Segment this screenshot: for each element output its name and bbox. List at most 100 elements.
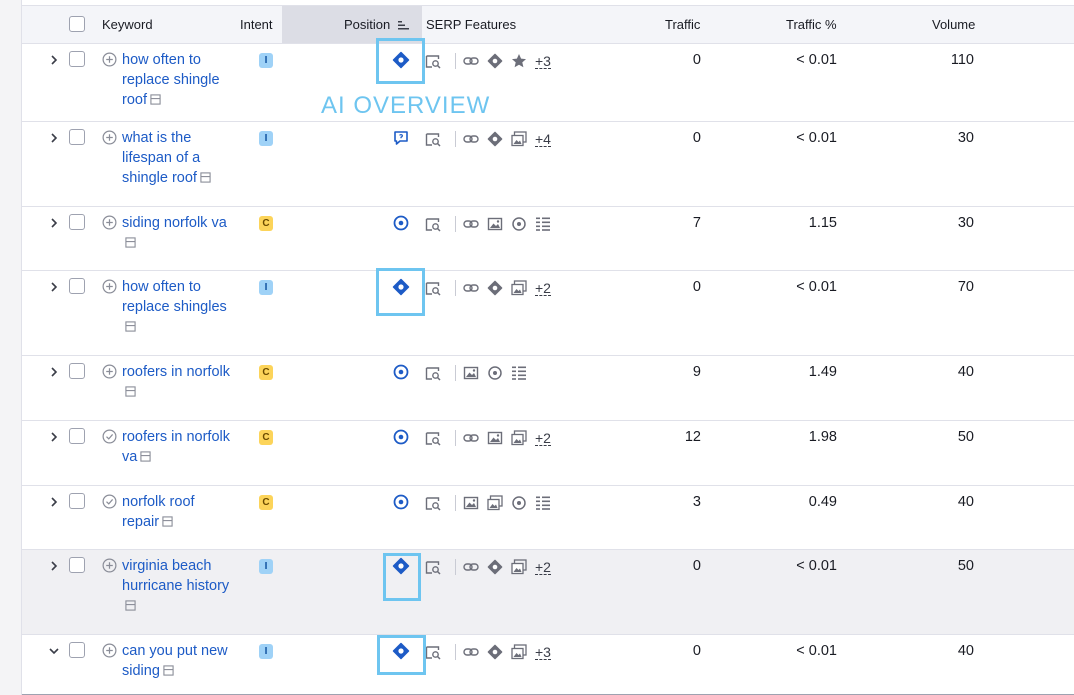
images-icon	[511, 280, 527, 296]
header-position[interactable]: Position	[344, 17, 409, 32]
more-features-link[interactable]: +2	[535, 558, 551, 575]
more-features-link[interactable]: +4	[535, 130, 551, 147]
added-check-icon[interactable]	[102, 494, 117, 509]
header-traffic[interactable]: Traffic	[665, 17, 701, 32]
chevron-right-icon	[48, 366, 60, 378]
header-volume[interactable]: Volume	[932, 17, 976, 32]
images-icon	[511, 559, 527, 575]
row-checkbox[interactable]	[69, 214, 85, 230]
serp-view-icon[interactable]	[425, 53, 441, 69]
intent-badge: C	[259, 365, 273, 380]
ai-overview-highlight-box	[383, 553, 421, 601]
more-features-link[interactable]: +2	[535, 279, 551, 296]
row-checkbox[interactable]	[69, 428, 85, 444]
add-to-list-icon[interactable]	[102, 52, 117, 67]
serp-snapshot-icon	[125, 600, 136, 611]
keyword-link[interactable]: how often to replace shingle roof	[122, 50, 234, 110]
keyword-link[interactable]: siding norfolk va	[122, 213, 234, 253]
table-row: how often to replace shingles I +2 0 < 0.01 7…	[22, 271, 1074, 356]
keyword-link[interactable]: virginia beach hurricane history	[122, 556, 234, 616]
list-icon	[535, 495, 551, 511]
add-to-list-icon[interactable]	[102, 130, 117, 145]
traffic-pct-value: 1.49	[808, 364, 837, 380]
table-row: roofers in norfolk C 9 1.49 40	[22, 356, 1074, 421]
volume-value: 30	[957, 215, 974, 231]
expand-row-toggle[interactable]	[48, 365, 60, 377]
chevron-right-icon	[48, 431, 60, 443]
expand-row-toggle[interactable]	[48, 131, 60, 143]
select-all-checkbox[interactable]	[69, 16, 85, 32]
row-checkbox[interactable]	[69, 557, 85, 573]
row-checkbox[interactable]	[69, 278, 85, 294]
intent-badge: I	[259, 53, 273, 68]
keyword-text: roofers in norfolk va	[122, 429, 230, 465]
images-icon	[511, 131, 527, 147]
serp-view-icon[interactable]	[425, 365, 441, 381]
local-pack-icon	[392, 428, 410, 446]
serp-view-icon[interactable]	[425, 495, 441, 511]
images-icon	[511, 430, 527, 446]
ai-overview-feature-icon	[487, 559, 503, 575]
serp-snapshot-icon	[162, 516, 173, 527]
added-check-icon[interactable]	[102, 429, 117, 444]
sitelinks-icon	[463, 430, 479, 446]
table-row: siding norfolk va C 7 1.15 30	[22, 207, 1074, 271]
traffic-pct-value: 1.15	[808, 215, 837, 231]
sort-descending-icon	[397, 21, 409, 30]
more-features-link[interactable]: +3	[535, 643, 551, 660]
row-checkbox[interactable]	[69, 129, 85, 145]
expand-row-toggle[interactable]	[48, 53, 60, 65]
volume-value: 50	[957, 558, 974, 574]
table-row: virginia beach hurricane history I +2 0 < 0.…	[22, 550, 1074, 635]
header-keyword[interactable]: Keyword	[102, 17, 153, 32]
expand-row-toggle[interactable]	[48, 430, 60, 442]
more-features-link[interactable]: +2	[535, 429, 551, 446]
divider	[455, 53, 456, 69]
ai-overview-feature-icon	[487, 53, 503, 69]
header-serp-features[interactable]: SERP Features	[426, 17, 517, 32]
serp-view-icon[interactable]	[425, 430, 441, 446]
serp-view-icon[interactable]	[425, 216, 441, 232]
keyword-link[interactable]: roofers in norfolk	[122, 362, 234, 402]
serp-view-icon[interactable]	[425, 644, 441, 660]
traffic-pct-value: 0.49	[808, 494, 837, 510]
header-traffic-pct[interactable]: Traffic %	[786, 17, 837, 32]
row-checkbox[interactable]	[69, 493, 85, 509]
row-checkbox[interactable]	[69, 363, 85, 379]
header-position-label: Position	[344, 17, 391, 32]
add-to-list-icon[interactable]	[102, 643, 117, 658]
serp-view-icon[interactable]	[425, 131, 441, 147]
add-to-list-icon[interactable]	[102, 558, 117, 573]
add-to-list-icon[interactable]	[102, 279, 117, 294]
image-pack-icon	[463, 365, 479, 381]
divider	[455, 216, 456, 232]
row-checkbox[interactable]	[69, 642, 85, 658]
more-features-link[interactable]: +3	[535, 52, 551, 69]
keyword-link[interactable]: norfolk roof repair	[122, 492, 234, 532]
serp-view-icon[interactable]	[425, 280, 441, 296]
expand-row-toggle[interactable]	[48, 280, 60, 292]
image-pack-icon	[487, 216, 503, 232]
keyword-link[interactable]: what is the lifespan of a shingle roof	[122, 128, 234, 188]
intent-badge: C	[259, 495, 273, 510]
images-icon	[487, 495, 503, 511]
sitelinks-icon	[463, 131, 479, 147]
divider	[455, 365, 456, 381]
intent-badge: I	[259, 131, 273, 146]
keyword-link[interactable]: roofers in norfolk va	[122, 427, 234, 467]
chevron-right-icon	[48, 281, 60, 293]
featured-snippet-icon	[392, 129, 410, 147]
expand-row-toggle[interactable]	[48, 216, 60, 228]
expand-row-toggle[interactable]	[48, 495, 60, 507]
local-pack-feature-icon	[511, 495, 527, 511]
serp-view-icon[interactable]	[425, 559, 441, 575]
serp-snapshot-icon	[163, 665, 174, 676]
keyword-link[interactable]: how often to replace shingles	[122, 277, 234, 337]
add-to-list-icon[interactable]	[102, 215, 117, 230]
add-to-list-icon[interactable]	[102, 364, 117, 379]
collapse-row-toggle[interactable]	[48, 644, 60, 656]
keyword-link[interactable]: can you put new siding	[122, 641, 234, 681]
expand-row-toggle[interactable]	[48, 559, 60, 571]
row-checkbox[interactable]	[69, 51, 85, 67]
header-intent[interactable]: Intent	[240, 17, 273, 32]
